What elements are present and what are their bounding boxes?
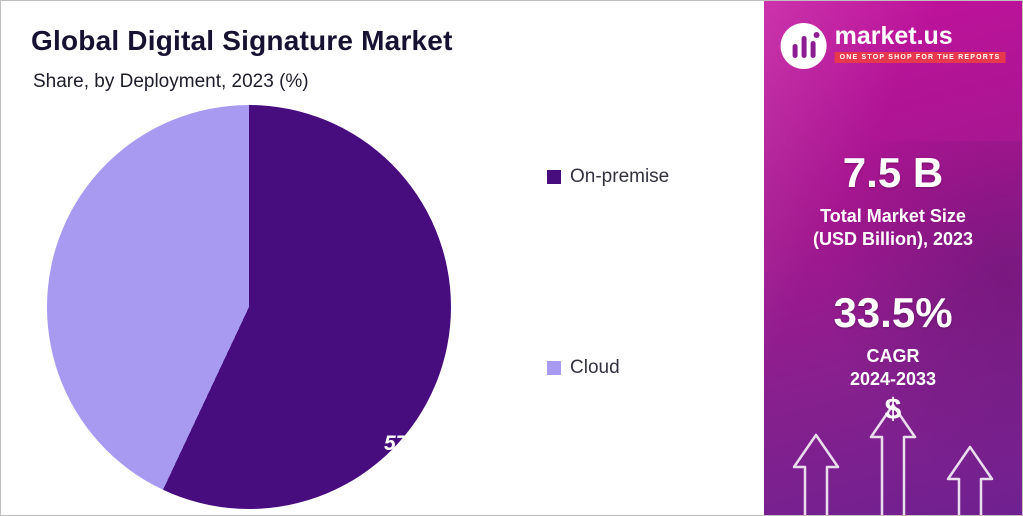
stat-cagr-label-line2: 2024-2033 xyxy=(849,369,937,390)
marketus-logo-icon xyxy=(780,23,827,69)
growth-arrows-svg xyxy=(792,403,994,515)
stats-side-panel: market.us ONE STOP SHOP FOR THE REPORTS … xyxy=(764,1,1022,515)
logo-text-block: market.us ONE STOP SHOP FOR THE REPORTS xyxy=(834,22,1006,64)
logo-wordmark: market.us xyxy=(834,22,953,50)
legend-item-on-premise: On-premise xyxy=(547,166,669,188)
legend-swatch-cloud xyxy=(547,361,561,375)
legend-label-cloud: Cloud xyxy=(570,357,620,378)
logo-bar-icon xyxy=(810,41,816,58)
marketus-logo: market.us ONE STOP SHOP FOR THE REPORTS xyxy=(780,22,1006,69)
legend-label-on-premise: On-premise xyxy=(570,166,670,187)
chart-legend: On-premise Cloud xyxy=(547,1,747,515)
stat-market-size-label-line1: Total Market Size xyxy=(820,206,966,226)
legend-item-cloud: Cloud xyxy=(547,357,620,379)
logo-bar-icon xyxy=(792,44,798,58)
stat-cagr-label-line1: CAGR xyxy=(866,346,920,366)
legend-swatch-on-premise xyxy=(547,170,561,184)
logo-dot-icon xyxy=(813,32,820,38)
chart-area: Global Digital Signature Market Share, b… xyxy=(1,1,764,515)
growth-arrows-icon xyxy=(764,395,1022,515)
logo-bar-icon xyxy=(801,36,807,58)
logo-tagline: ONE STOP SHOP FOR THE REPORTS xyxy=(834,52,1006,64)
stat-market-size-label-line2: (USD Billion), 2023 xyxy=(812,229,974,250)
stat-market-size: 7.5 B Total Market Size (USD Billion), 2… xyxy=(764,149,1022,252)
pie-slice-label: 57% xyxy=(384,432,427,455)
stat-cagr-value: 33.5% xyxy=(833,289,953,336)
stat-cagr: 33.5% CAGR 2024-2033 xyxy=(764,289,1022,392)
page-title: Global Digital Signature Market xyxy=(31,25,453,56)
stat-market-size-label: Total Market Size (USD Billion), 2023 xyxy=(764,205,1022,252)
chart-subtitle: Share, by Deployment, 2023 (%) xyxy=(33,71,309,92)
stat-market-size-value: 7.5 B xyxy=(842,149,944,196)
dollar-icon: $ xyxy=(884,393,902,426)
pie-chart: 57% xyxy=(47,105,451,509)
stat-cagr-label: CAGR 2024-2033 xyxy=(764,345,1022,392)
